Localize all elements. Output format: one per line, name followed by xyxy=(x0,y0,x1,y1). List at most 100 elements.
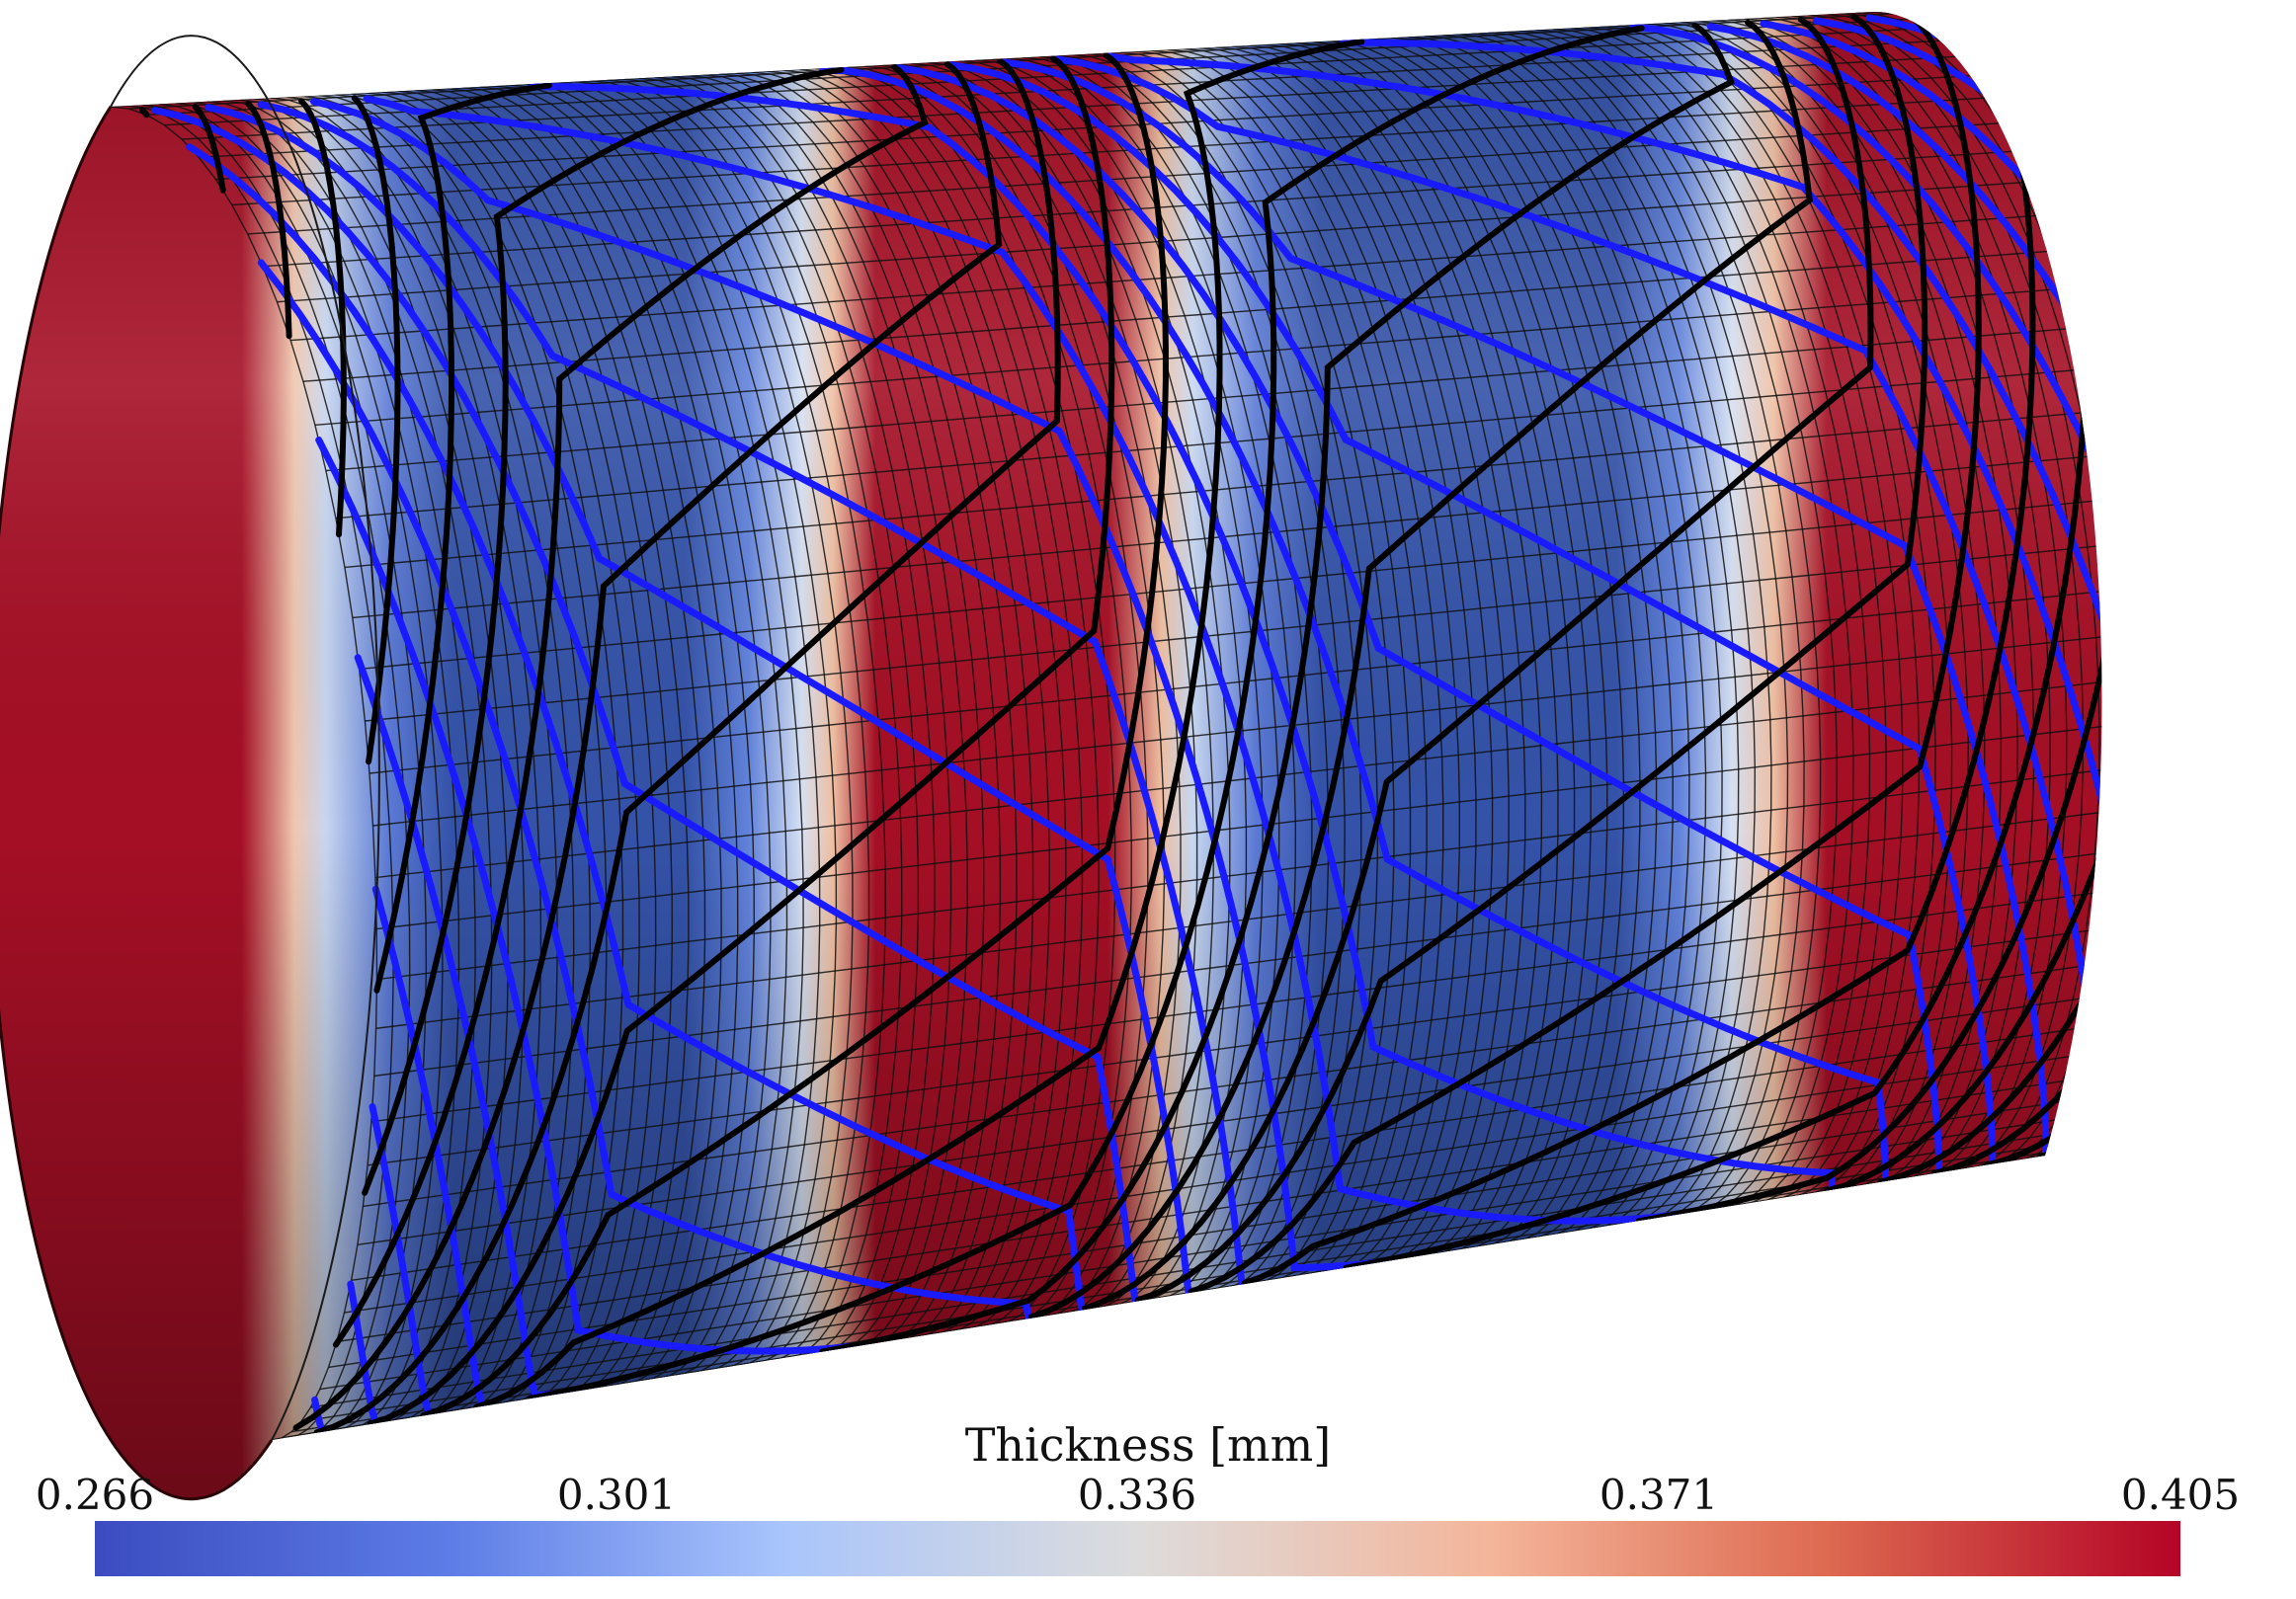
mesh-line xyxy=(1695,20,2003,1185)
mesh-line xyxy=(1615,25,1921,1198)
mesh-line xyxy=(1680,21,1986,1188)
mesh-line xyxy=(1359,39,1658,1239)
mesh-line xyxy=(927,61,1214,1310)
mesh-line xyxy=(1199,47,1494,1265)
fiber-path-black xyxy=(138,15,1982,1436)
mesh-line xyxy=(575,81,854,1366)
mesh-line xyxy=(815,67,1100,1327)
mesh-line xyxy=(975,59,1264,1302)
mesh-line xyxy=(367,92,640,1399)
fiber-path-blue xyxy=(363,23,2102,1408)
mesh-line xyxy=(1648,23,1953,1193)
mesh-line xyxy=(1231,45,1526,1260)
mesh-line xyxy=(558,81,838,1369)
mesh-line xyxy=(1519,30,1822,1214)
cylinder-outer-surface xyxy=(0,11,2102,1499)
mesh-line xyxy=(1007,57,1297,1297)
colorbar-tick: 0.371 xyxy=(1599,1471,1719,1519)
mesh-line xyxy=(1215,46,1510,1262)
colorbar-gradient xyxy=(95,1521,2180,1576)
mesh-line xyxy=(831,67,1116,1324)
mesh-line xyxy=(398,90,674,1395)
mesh-line xyxy=(1311,40,1608,1247)
mesh-line xyxy=(767,70,1050,1335)
mesh-line xyxy=(671,75,952,1351)
mesh-line xyxy=(1279,42,1576,1252)
fiber-path-black xyxy=(351,25,2102,1401)
fiber-path-blue xyxy=(204,55,2102,1434)
mesh-line xyxy=(1535,29,1839,1211)
mesh-line xyxy=(542,82,821,1371)
mesh-line xyxy=(1664,22,1969,1190)
mesh-line xyxy=(687,74,968,1348)
mesh-line xyxy=(431,88,706,1390)
mesh-line xyxy=(1391,37,1690,1235)
mesh-line xyxy=(287,96,558,1412)
mesh-line xyxy=(847,66,1132,1322)
mesh-line xyxy=(254,98,526,1418)
mesh-line xyxy=(414,89,690,1392)
mesh-line xyxy=(1295,41,1592,1249)
mesh-line xyxy=(142,104,411,1436)
mesh-line xyxy=(878,64,1166,1317)
mesh-line xyxy=(1599,26,1904,1201)
mesh-line xyxy=(751,71,1034,1337)
cylinder-front-rim xyxy=(0,35,380,1501)
mesh-line xyxy=(462,87,739,1385)
fiber-path-black xyxy=(373,22,2102,1355)
mesh-line xyxy=(1167,48,1460,1270)
mesh-line xyxy=(1455,34,1757,1224)
mesh-line xyxy=(782,69,1067,1332)
mesh-line xyxy=(622,78,903,1358)
colorbar-tick: 0.301 xyxy=(556,1471,677,1519)
mesh-line xyxy=(798,68,1084,1330)
mesh-line xyxy=(1728,19,2035,1180)
mesh-line xyxy=(1584,27,1887,1203)
mesh-line xyxy=(1471,33,1772,1222)
mesh-line xyxy=(1103,52,1395,1281)
mesh-line xyxy=(1487,32,1789,1219)
fiber-path-black xyxy=(298,39,2102,1410)
mesh-line xyxy=(959,60,1248,1304)
mesh-line xyxy=(478,86,756,1382)
colorbar-tick: 0.336 xyxy=(1077,1471,1197,1519)
mesh-line xyxy=(1327,40,1625,1244)
mesh-line xyxy=(1775,16,2085,1172)
mesh-line xyxy=(174,102,444,1431)
mesh-line xyxy=(1567,27,1871,1206)
mesh-line xyxy=(1039,55,1330,1291)
mesh-line xyxy=(527,83,804,1374)
mesh-line xyxy=(1808,14,2102,1167)
mesh-line xyxy=(126,105,394,1439)
mesh-line xyxy=(1087,53,1378,1283)
colorbar-title: Thickness [mm] xyxy=(964,1418,1332,1472)
fiber-paths-black xyxy=(138,14,2102,1436)
mesh-line xyxy=(718,73,1002,1343)
mesh-line xyxy=(334,94,608,1404)
mesh-line xyxy=(1375,38,1674,1237)
colorbar xyxy=(95,1521,2180,1576)
mesh-line xyxy=(382,91,657,1398)
mesh-line xyxy=(1344,40,1641,1242)
fiber-path-black xyxy=(245,52,2091,1419)
mesh-line xyxy=(222,100,493,1423)
mesh-line xyxy=(591,80,870,1364)
colorbar-tick-min: 0.266 xyxy=(35,1471,155,1519)
mesh-line xyxy=(638,77,920,1356)
mesh-line xyxy=(1151,49,1444,1273)
mesh-line xyxy=(494,85,772,1379)
mesh-line xyxy=(1183,47,1477,1268)
mesh-line xyxy=(110,106,378,1441)
mesh-line xyxy=(655,76,936,1353)
mesh-line xyxy=(702,74,985,1345)
mesh-line xyxy=(206,101,476,1425)
mesh-line xyxy=(1439,34,1740,1227)
mesh-line xyxy=(1504,31,1805,1216)
fiber-path-black xyxy=(192,55,2036,1427)
colorbar-tick-max: 0.405 xyxy=(2120,1471,2241,1519)
fiber-path-black xyxy=(362,19,2102,1320)
mesh-line xyxy=(302,95,575,1410)
mesh-line xyxy=(1055,54,1346,1289)
mesh-line xyxy=(511,84,788,1377)
